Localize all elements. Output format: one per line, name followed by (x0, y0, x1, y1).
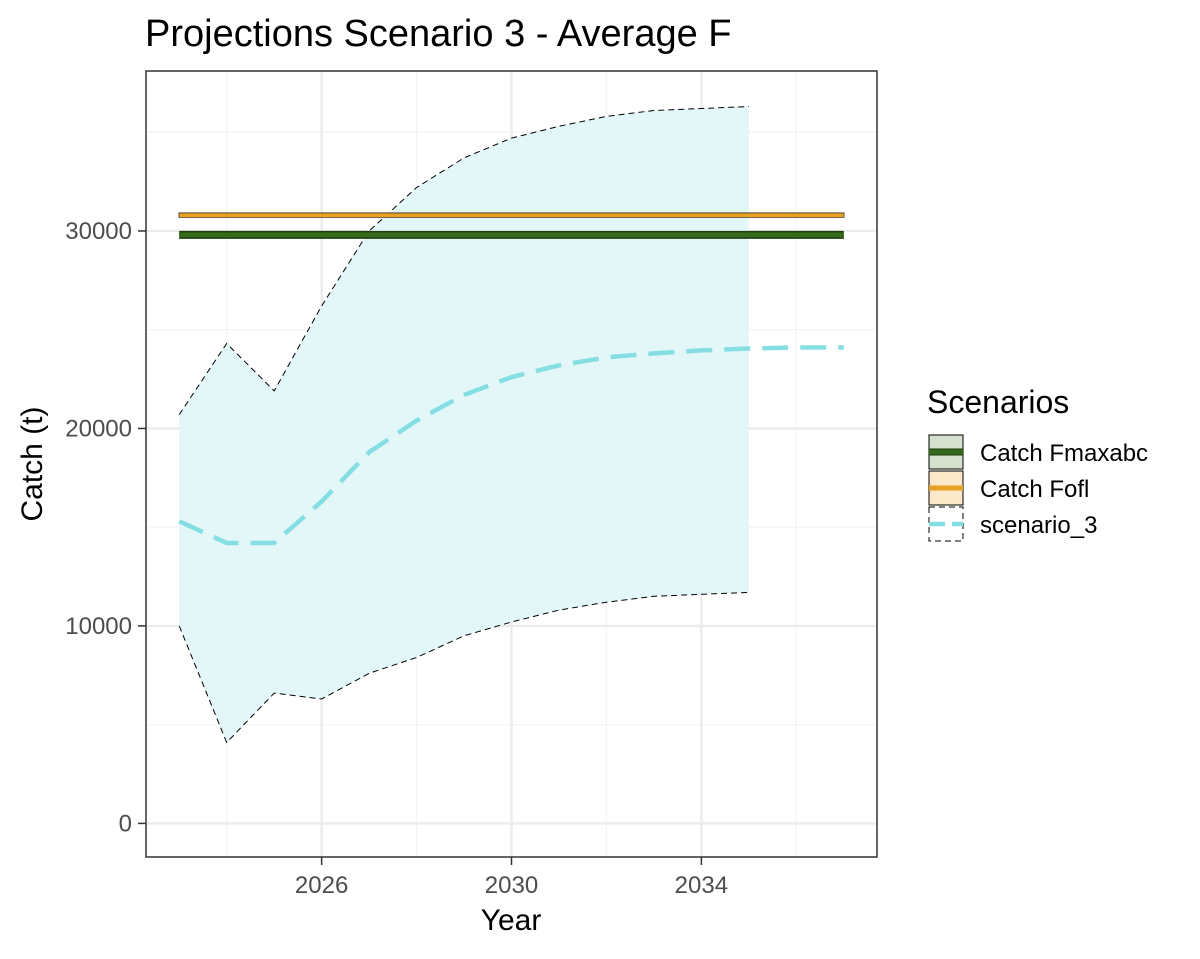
x-axis-title: Year (481, 904, 542, 937)
legend-label-fofl: Catch Fofl (980, 476, 1089, 503)
legend-label-fmaxabc: Catch Fmaxabc (980, 440, 1148, 467)
ribbon-lower-bound (178, 591, 749, 744)
y-axis-title: Catch (t) (16, 406, 49, 521)
x-tick-label: 2030 (485, 872, 538, 899)
y-tick-label: 0 (119, 810, 132, 837)
ribbon-area (179, 106, 749, 743)
y-tick-label: 20000 (65, 415, 132, 442)
series-lines (178, 212, 845, 546)
y-tick-label: 10000 (65, 613, 132, 640)
legend-label-scenario-3: scenario_3 (980, 512, 1097, 539)
confidence-ribbon (178, 106, 749, 744)
chart-title: Projections Scenario 3 - Average F (145, 13, 732, 55)
legend-title: Scenarios (927, 384, 1069, 420)
axis-ticks: 2026 2030 2034 0 10000 20000 30000 (65, 218, 728, 899)
ribbon-upper-bound (178, 106, 749, 415)
series-scenario-3 (178, 345, 844, 546)
x-tick-label: 2034 (675, 872, 728, 899)
y-tick-label: 30000 (65, 218, 132, 245)
legend: Scenarios Catch Fmaxabc Catch Fofl scenari… (927, 384, 1148, 542)
x-tick-label: 2026 (295, 872, 348, 899)
